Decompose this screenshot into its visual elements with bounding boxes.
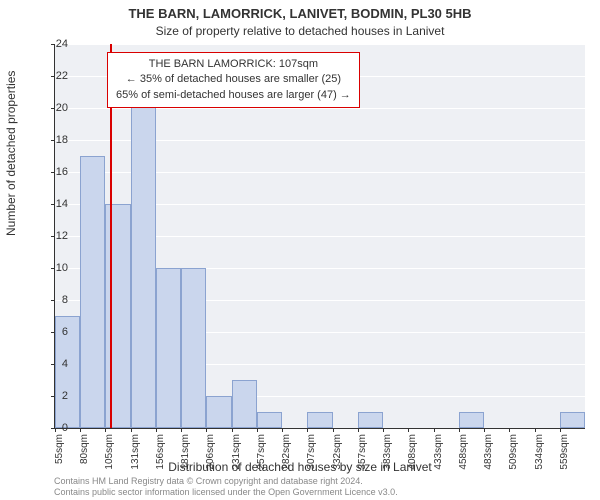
x-tick-mark — [408, 428, 409, 432]
x-tick-mark — [105, 428, 106, 432]
y-tick-label: 18 — [44, 134, 68, 146]
histogram-bar — [131, 76, 156, 428]
histogram-bar — [257, 412, 282, 428]
x-tick-mark — [257, 428, 258, 432]
y-tick-label: 6 — [44, 326, 68, 338]
y-tick-label: 22 — [44, 70, 68, 82]
x-tick-mark — [434, 428, 435, 432]
chart-subtitle: Size of property relative to detached ho… — [0, 24, 600, 38]
y-tick-label: 10 — [44, 262, 68, 274]
copyright-text: Contains HM Land Registry data © Crown c… — [54, 476, 398, 498]
annotation-line: 65% of semi-detached houses are larger (… — [116, 88, 351, 103]
y-tick-label: 8 — [44, 294, 68, 306]
x-axis-label: Distribution of detached houses by size … — [0, 460, 600, 474]
histogram-bar — [156, 268, 181, 428]
histogram-bar — [181, 268, 206, 428]
histogram-bar — [560, 412, 585, 428]
x-tick-mark — [560, 428, 561, 432]
x-tick-mark — [383, 428, 384, 432]
x-tick-mark — [307, 428, 308, 432]
x-tick-mark — [131, 428, 132, 432]
histogram-bar — [206, 396, 231, 428]
histogram-bar — [459, 412, 484, 428]
plot-area: THE BARN LAMORRICK: 107sqm← 35% of detac… — [54, 44, 585, 429]
x-tick-mark — [535, 428, 536, 432]
x-tick-mark — [459, 428, 460, 432]
x-tick-mark — [232, 428, 233, 432]
y-tick-label: 2 — [44, 390, 68, 402]
x-tick-mark — [156, 428, 157, 432]
y-tick-label: 24 — [44, 38, 68, 50]
histogram-bar — [307, 412, 332, 428]
x-tick-mark — [484, 428, 485, 432]
x-tick-mark — [282, 428, 283, 432]
y-axis-label: Number of detached properties — [4, 71, 18, 236]
y-tick-label: 14 — [44, 198, 68, 210]
x-tick-mark — [509, 428, 510, 432]
annotation-box: THE BARN LAMORRICK: 107sqm← 35% of detac… — [107, 52, 360, 108]
annotation-line: THE BARN LAMORRICK: 107sqm — [116, 57, 351, 72]
y-tick-label: 20 — [44, 102, 68, 114]
annotation-line: ← 35% of detached houses are smaller (25… — [116, 72, 351, 87]
chart-container: THE BARN, LAMORRICK, LANIVET, BODMIN, PL… — [0, 0, 600, 500]
histogram-bar — [358, 412, 383, 428]
y-tick-label: 16 — [44, 166, 68, 178]
grid-line — [55, 44, 585, 45]
histogram-bar — [232, 380, 257, 428]
y-tick-label: 4 — [44, 358, 68, 370]
x-tick-mark — [333, 428, 334, 432]
x-tick-mark — [358, 428, 359, 432]
chart-title: THE BARN, LAMORRICK, LANIVET, BODMIN, PL… — [0, 6, 600, 21]
x-tick-mark — [206, 428, 207, 432]
y-tick-label: 12 — [44, 230, 68, 242]
x-tick-mark — [80, 428, 81, 432]
histogram-bar — [80, 156, 105, 428]
x-tick-mark — [181, 428, 182, 432]
y-tick-label: 0 — [44, 422, 68, 434]
